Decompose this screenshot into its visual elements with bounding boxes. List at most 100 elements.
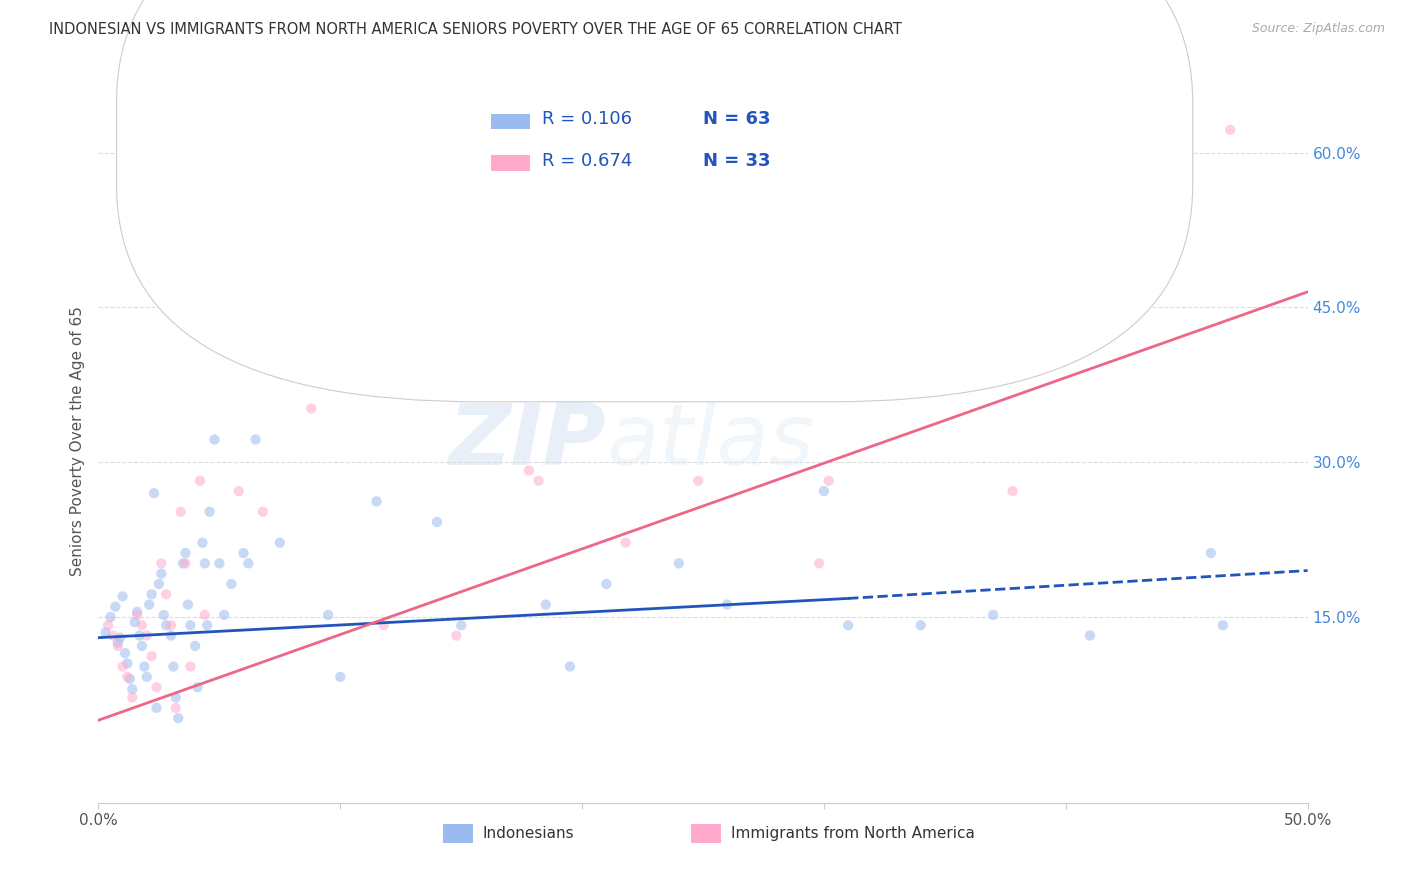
Point xyxy=(194,607,217,622)
Point xyxy=(668,557,690,571)
Point xyxy=(1199,546,1222,560)
Text: N = 63: N = 63 xyxy=(703,111,770,128)
Point xyxy=(808,557,831,571)
Point xyxy=(212,607,235,622)
Point xyxy=(117,670,139,684)
Point xyxy=(245,433,267,447)
Bar xyxy=(443,824,474,843)
Point xyxy=(446,629,468,643)
Point xyxy=(127,605,149,619)
Point xyxy=(162,659,184,673)
Point xyxy=(198,505,221,519)
Point xyxy=(614,535,637,549)
Point xyxy=(981,607,1004,622)
Point xyxy=(141,587,163,601)
Point xyxy=(167,711,190,725)
Point xyxy=(269,535,291,549)
Point xyxy=(165,690,187,705)
Point xyxy=(150,566,173,581)
Point xyxy=(1001,484,1024,499)
Point xyxy=(329,670,352,684)
Point xyxy=(143,486,166,500)
Point xyxy=(813,484,835,499)
FancyBboxPatch shape xyxy=(117,0,1192,401)
Point xyxy=(177,598,200,612)
Point xyxy=(107,636,129,650)
Text: N = 33: N = 33 xyxy=(703,153,770,170)
Point xyxy=(191,535,214,549)
Point xyxy=(817,474,839,488)
Point xyxy=(174,546,197,560)
Point xyxy=(169,505,191,519)
Text: Indonesians: Indonesians xyxy=(482,826,575,841)
Text: ZIP: ZIP xyxy=(449,400,606,483)
Point xyxy=(121,682,143,697)
Point xyxy=(517,463,540,477)
Point xyxy=(316,607,339,622)
Point xyxy=(127,607,149,622)
Bar xyxy=(690,824,721,843)
Point xyxy=(124,615,146,630)
Point xyxy=(155,587,177,601)
Point xyxy=(128,629,150,643)
Point xyxy=(837,618,859,632)
Point xyxy=(1212,618,1234,632)
Point xyxy=(232,546,254,560)
Point xyxy=(118,672,141,686)
Point xyxy=(111,659,134,673)
Point xyxy=(184,639,207,653)
Point xyxy=(155,618,177,632)
Point xyxy=(208,557,231,571)
Text: R = 0.106: R = 0.106 xyxy=(543,111,633,128)
Bar xyxy=(492,154,530,170)
Point xyxy=(160,629,183,643)
Point xyxy=(94,625,117,640)
Point xyxy=(221,577,243,591)
Point xyxy=(135,670,157,684)
Text: R = 0.674: R = 0.674 xyxy=(543,153,633,170)
Point xyxy=(188,474,211,488)
Point xyxy=(107,639,129,653)
Point xyxy=(558,659,581,673)
Point xyxy=(135,629,157,643)
Point xyxy=(111,590,134,604)
Text: Immigrants from North America: Immigrants from North America xyxy=(731,826,974,841)
Point xyxy=(426,515,449,529)
Point xyxy=(160,618,183,632)
Point xyxy=(104,599,127,614)
Text: atlas: atlas xyxy=(606,400,814,483)
Text: INDONESIAN VS IMMIGRANTS FROM NORTH AMERICA SENIORS POVERTY OVER THE AGE OF 65 C: INDONESIAN VS IMMIGRANTS FROM NORTH AMER… xyxy=(49,22,903,37)
Point xyxy=(134,659,156,673)
Bar xyxy=(492,113,530,129)
Point xyxy=(228,484,250,499)
Point xyxy=(910,618,932,632)
Point xyxy=(121,690,143,705)
Point xyxy=(148,577,170,591)
Point xyxy=(131,618,153,632)
Point xyxy=(450,618,472,632)
Point xyxy=(145,680,167,694)
Point xyxy=(117,657,139,671)
Point xyxy=(373,618,395,632)
Point xyxy=(366,494,388,508)
Point xyxy=(131,639,153,653)
Point xyxy=(527,474,550,488)
Point xyxy=(145,701,167,715)
Point xyxy=(1078,629,1101,643)
Point xyxy=(595,577,617,591)
Point xyxy=(138,598,160,612)
Point xyxy=(101,629,124,643)
Point xyxy=(172,557,194,571)
Point xyxy=(194,557,217,571)
Point xyxy=(152,607,174,622)
Point xyxy=(174,557,197,571)
Point xyxy=(179,659,201,673)
Point xyxy=(179,618,201,632)
Point xyxy=(108,631,131,645)
Point xyxy=(534,598,557,612)
Y-axis label: Seniors Poverty Over the Age of 65: Seniors Poverty Over the Age of 65 xyxy=(69,307,84,576)
Point xyxy=(100,610,122,624)
Point xyxy=(688,474,710,488)
Point xyxy=(238,557,260,571)
Point xyxy=(97,618,120,632)
